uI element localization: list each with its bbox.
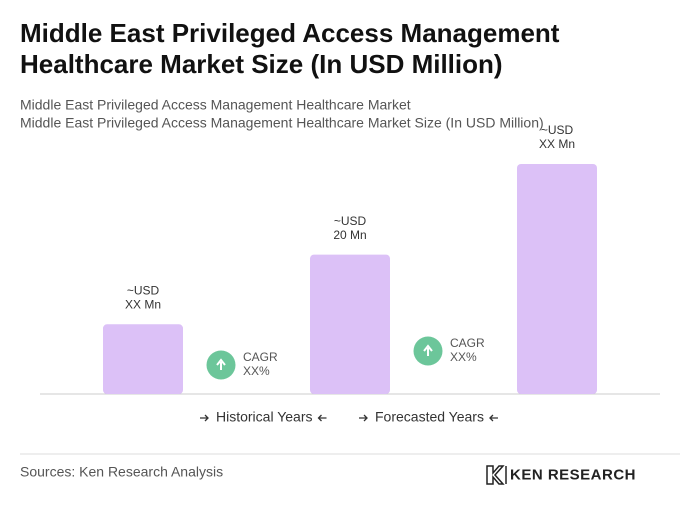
subtitle: Middle East Privileged Access Management… bbox=[20, 97, 411, 113]
value-label: ~USD bbox=[541, 123, 574, 137]
cagr-label: CAGR bbox=[243, 350, 278, 364]
chart-title: Middle East Privileged Access Management bbox=[20, 18, 560, 48]
value-label: XX Mn bbox=[125, 297, 161, 311]
value-label: 20 Mn bbox=[333, 228, 366, 242]
cagr-arrow bbox=[216, 358, 226, 370]
legend-arrow bbox=[317, 414, 327, 422]
value-label: ~USD bbox=[334, 214, 367, 228]
chart-title: Healthcare Market Size (In USD Million) bbox=[20, 49, 503, 79]
source: Sources: Ken Research Analysis bbox=[20, 464, 223, 480]
bar bbox=[103, 324, 183, 394]
legend-arrow bbox=[489, 414, 498, 422]
legend-arrow bbox=[359, 414, 368, 422]
cagr-label: XX% bbox=[243, 364, 270, 378]
cagr-arrow bbox=[423, 344, 433, 356]
value-label: ~USD bbox=[127, 283, 160, 297]
bar bbox=[310, 254, 390, 394]
cagr-label: XX% bbox=[450, 350, 477, 364]
subtitle: Middle East Privileged Access Management… bbox=[20, 115, 544, 131]
legend-label: Historical Years bbox=[216, 409, 313, 425]
bar bbox=[517, 164, 597, 394]
legend-label: Forecasted Years bbox=[375, 409, 484, 425]
cagr-label: CAGR bbox=[450, 336, 485, 350]
logo: KEN RESEARCH bbox=[486, 465, 636, 485]
value-label: XX Mn bbox=[539, 137, 575, 151]
legend-arrow bbox=[200, 414, 209, 422]
logo-text: KEN RESEARCH bbox=[510, 466, 636, 483]
